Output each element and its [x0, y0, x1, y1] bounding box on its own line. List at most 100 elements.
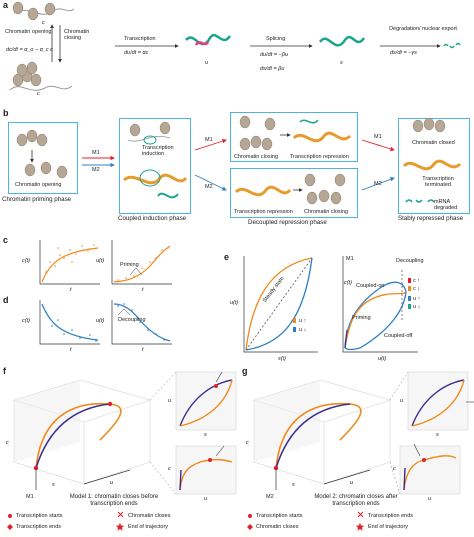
d-t-label-right: t	[142, 347, 144, 353]
e-u-down-label: u ↓	[299, 327, 307, 333]
stable-phase-label: Stably repressed phase	[398, 215, 464, 222]
d-ut-label: u(t)	[96, 318, 105, 324]
e-ct-label: c(t)	[344, 280, 352, 286]
g-m2-label: M2	[266, 494, 274, 500]
e-priming-label: Priming	[352, 315, 371, 321]
chromatin-opening-label: Chromatin opening	[5, 29, 52, 35]
panel-label-c: c	[3, 235, 9, 245]
panel-label-g: g	[242, 366, 248, 376]
f-inset-u-label: u	[168, 398, 172, 404]
f-m1-label: M1	[26, 494, 34, 500]
priming-phase-label: Chromatin priming phase	[2, 196, 72, 203]
panel-label-b: b	[3, 108, 9, 118]
g-legend-0: Transcription starts	[256, 513, 303, 519]
f-c-axis: c	[6, 440, 9, 446]
f-model-title: Model 1: chromatin closes before transcr…	[69, 494, 159, 507]
decoupled-box-m1	[230, 112, 358, 162]
g-inset-u-label: u	[400, 398, 404, 404]
eq-c: dc/dt = α_o − α_c c	[6, 47, 53, 53]
splicing-label: Splicing	[266, 36, 286, 42]
m1-chromatin-closing: Chromatin closing	[234, 154, 279, 160]
eq-u: du/dt = αc	[124, 50, 149, 56]
m2-label-b2: M2	[205, 184, 213, 190]
m1-label-b1: M1	[92, 150, 100, 156]
u-label: u	[205, 60, 209, 66]
decoupled-phase-label: Decoupled repression phase	[248, 219, 327, 226]
degradation-label: Degradation/ nuclear export	[389, 26, 457, 32]
panel-label-f: f	[3, 366, 6, 376]
e-ut-label-left: u(t)	[230, 300, 239, 306]
g-inset-c-label: c	[393, 466, 396, 472]
c-ct-label: c(t)	[22, 258, 30, 264]
eq-splice-2: ds/dt = βu	[260, 66, 285, 72]
decoupled-box-m2	[230, 168, 358, 218]
g-legend-1: Transcription ends	[368, 513, 414, 519]
g-u-axis: u	[350, 480, 354, 486]
d-ct-label: c(t)	[22, 318, 30, 324]
eq-splice-1: du/dt = −βu	[260, 52, 288, 58]
f-inset-u2-label: u	[204, 496, 208, 502]
f-inset-c-label: c	[168, 466, 171, 472]
f-legend-2: Transcription ends	[16, 524, 62, 530]
f-s-axis: s	[52, 482, 55, 488]
e-u-up-label: u ↑	[299, 318, 307, 324]
e-u-down-right-label: u ↓	[413, 304, 421, 310]
s-label: s	[340, 60, 343, 66]
e-decoupling-label: Decoupling	[396, 258, 424, 264]
e-c-up-label: c ↑	[413, 278, 421, 284]
c-ut-label: u(t)	[96, 258, 105, 264]
e-st-label: s(t)	[278, 356, 286, 362]
c-priming-label: Priming	[120, 262, 139, 268]
e-coupled-on-label: Coupled-on	[356, 283, 385, 289]
transcription-label: Transcription	[124, 36, 156, 42]
g-model-title: Model 2: chromatin closes after transcri…	[314, 494, 398, 507]
panel-label-e: e	[224, 252, 230, 262]
chromatin-closing-label: Chromatin closing	[64, 29, 90, 42]
mrna-degraded-label: mRNA degraded	[434, 199, 458, 212]
c-t-label-right: t	[142, 287, 144, 293]
e-ut-label-right: u(t)	[378, 356, 387, 362]
nucleosome-icon	[12, 1, 56, 21]
e-c-down-label: c ↓	[413, 286, 421, 292]
f-u-axis: u	[110, 480, 114, 486]
coupled-box	[119, 118, 191, 214]
priming-box	[8, 122, 78, 194]
m2-label-b1: M2	[92, 167, 100, 173]
chromatin-c-label-top: c	[42, 20, 45, 26]
transcription-induction-label: Transcription induction	[142, 145, 174, 158]
g-c-axis: c	[246, 440, 249, 446]
g-inset-u2-label: u	[428, 496, 432, 502]
e-m1-label: M1	[346, 256, 354, 262]
c-left-scatter	[45, 244, 95, 273]
m1-transcription-repression: Transcription repression	[290, 154, 349, 160]
d-decoupling-label: Decoupling	[118, 317, 146, 323]
stable-box	[398, 118, 470, 214]
f-legend-1: Chromatin closes	[128, 513, 171, 519]
g-s-axis: s	[292, 482, 295, 488]
e-u-up-right-label: u ↑	[413, 296, 421, 302]
g-legend-2: Chromatin closes	[256, 524, 299, 530]
m1-label-b3: M1	[374, 134, 382, 140]
m2-transcription-repression: Transcription repression	[234, 209, 293, 215]
coupled-phase-label: Coupled induction phase	[118, 215, 187, 222]
f-legend-0: Transcription starts	[16, 513, 63, 519]
m2-chromatin-closing: Chromatin closing	[304, 209, 349, 215]
eq-deg: ds/dt = −γs	[390, 50, 417, 56]
c-t-label-left: t	[70, 287, 72, 293]
panel-label-d: d	[3, 295, 9, 305]
m1-label-b2: M1	[205, 137, 213, 143]
panel-label-a: a	[3, 0, 9, 10]
g-legend-3: End of trajectory	[368, 524, 409, 530]
transcription-terminated-label: Transcription terminated	[422, 176, 454, 189]
chromatin-opening-b: Chromatin opening	[15, 182, 62, 188]
d-t-label-left: t	[70, 347, 72, 353]
m2-label-b3: M2	[374, 181, 382, 187]
chromatin-closed-label: Chromatin closed	[412, 140, 455, 146]
g-inset-s-label: s	[436, 432, 439, 438]
